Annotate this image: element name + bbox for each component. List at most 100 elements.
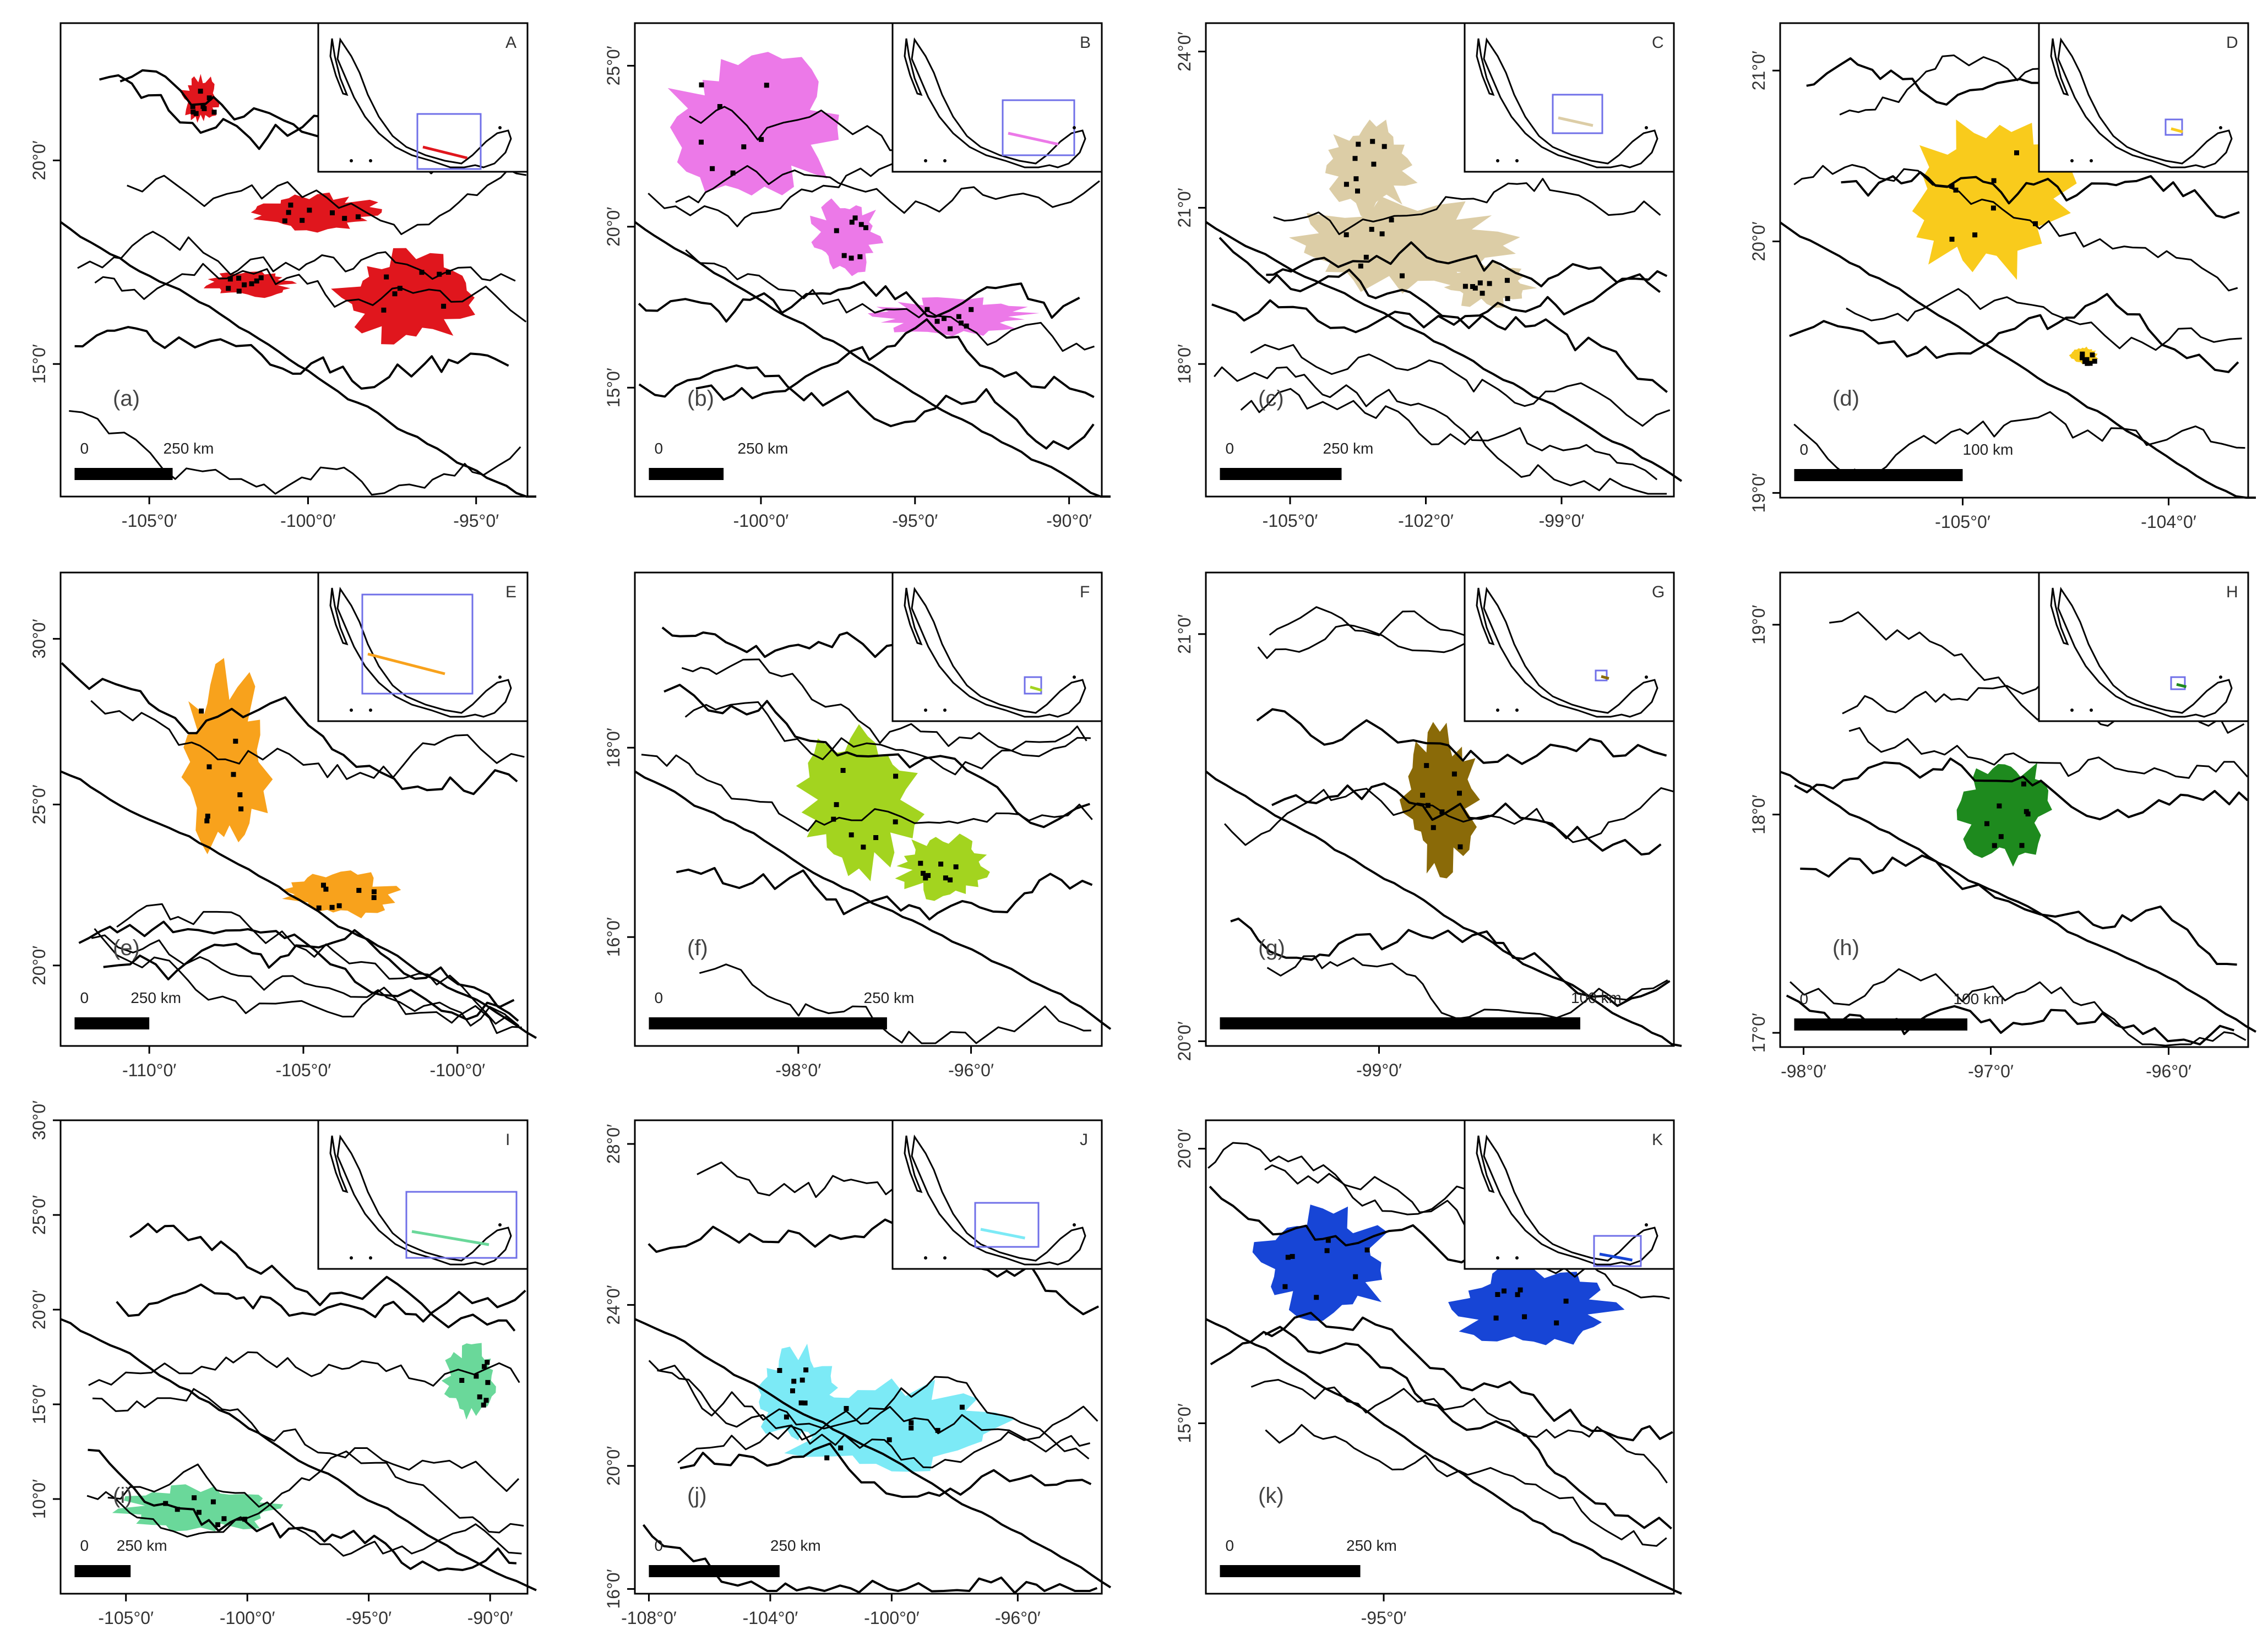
occurrence-point xyxy=(1420,793,1426,798)
occurrence-point xyxy=(211,110,217,115)
inset-letter: E xyxy=(505,583,516,601)
occurrence-point xyxy=(1992,843,1997,848)
boundary-line xyxy=(91,934,514,1027)
x-tick-label: -100°0′ xyxy=(733,511,789,531)
x-tick-label: -95°0′ xyxy=(453,511,499,531)
occurrence-point xyxy=(840,768,846,773)
y-tick-label: 20°0′ xyxy=(29,140,49,180)
occurrence-point xyxy=(1389,217,1394,222)
inset-map: E xyxy=(317,571,529,722)
species-range xyxy=(1956,762,2052,867)
island-dot xyxy=(350,708,353,712)
y-tick-label: 20°0′ xyxy=(1174,1129,1194,1169)
inset-extent-box xyxy=(405,1191,518,1259)
occurrence-point xyxy=(710,166,715,171)
inset-frame xyxy=(1464,22,1675,173)
occurrence-point xyxy=(381,307,387,313)
occurrence-point xyxy=(834,228,839,233)
map-panel-e: E (e) 0 250 km -110°0′ -105°0′ -100°0′ 30°0′ 25°… xyxy=(29,571,537,1080)
inset-letter: G xyxy=(1652,583,1665,601)
island-dot xyxy=(498,1223,502,1227)
occurrence-point xyxy=(799,1377,805,1383)
species-range xyxy=(331,248,475,345)
scale-bar xyxy=(1794,469,1963,481)
occurrence-point xyxy=(1997,803,2002,809)
coastline xyxy=(60,1318,537,1592)
boundary-line xyxy=(695,318,1095,401)
scale-bar xyxy=(1220,1017,1580,1029)
boundary-line xyxy=(78,920,515,1021)
x-tick-label: -97°0′ xyxy=(1968,1061,2014,1081)
mexico-outline xyxy=(904,586,1086,718)
mexico-outline xyxy=(329,586,512,718)
boundary-line xyxy=(1848,727,2248,779)
boundary-line xyxy=(116,903,520,1027)
panel-label: (j) xyxy=(687,1484,707,1508)
occurrence-point xyxy=(969,307,974,312)
island-dot xyxy=(1073,675,1076,679)
inset-letter: C xyxy=(1652,34,1664,52)
occurrence-point xyxy=(844,1406,849,1411)
y-tick-label: 10°0′ xyxy=(29,1479,49,1519)
island-dot xyxy=(1073,1223,1076,1227)
scale-bar xyxy=(74,1565,131,1577)
y-tick-label: 20°0′ xyxy=(1749,221,1769,261)
species-range xyxy=(1252,1204,1388,1321)
occurrence-point xyxy=(238,806,244,811)
occurrence-point xyxy=(923,875,928,881)
boundary-line xyxy=(1271,782,1662,856)
boundary-line xyxy=(642,1524,1098,1594)
species-range xyxy=(1325,119,1418,217)
y-tick-label: 21°0′ xyxy=(1174,614,1194,654)
occurrence-point xyxy=(2087,361,2093,366)
inset-map: I xyxy=(317,1119,529,1270)
panel-label: (h) xyxy=(1832,936,1859,960)
occurrence-point xyxy=(1352,156,1358,161)
occurrence-point xyxy=(1990,205,1996,211)
boundary-line xyxy=(657,1369,1090,1453)
occurrence-point xyxy=(199,708,204,714)
y-tick-label: 15°0′ xyxy=(1174,1403,1194,1443)
occurrence-point xyxy=(236,288,242,294)
map-frame xyxy=(634,571,1103,1047)
occurrence-point xyxy=(323,886,329,892)
inset-range xyxy=(1601,675,1609,680)
scale-bar xyxy=(649,1017,887,1029)
island-dot xyxy=(943,1256,947,1260)
mexico-outline xyxy=(329,1134,512,1266)
inset-map: G xyxy=(1464,571,1675,722)
boundary-line xyxy=(1223,787,1674,846)
occurrence-point xyxy=(190,104,195,109)
occurrence-point xyxy=(2021,781,2026,787)
occurrence-point xyxy=(909,1425,914,1431)
occurrence-point xyxy=(777,1368,782,1373)
boundary-line xyxy=(638,281,1080,323)
x-tick-label: -105°0′ xyxy=(276,1060,331,1080)
inset-map: A xyxy=(317,22,529,173)
occurrence-point xyxy=(215,1522,221,1528)
island-dot xyxy=(924,159,927,162)
map-frame xyxy=(1779,571,2249,1048)
y-tick-label: 24°0′ xyxy=(603,1285,623,1325)
occurrence-point xyxy=(193,111,199,116)
occurrence-point xyxy=(206,95,212,101)
boundary-line xyxy=(88,1448,517,1572)
island-dot xyxy=(924,1256,927,1260)
inset-frame xyxy=(1464,1119,1675,1270)
scale-bar xyxy=(1220,1565,1361,1577)
occurrence-point xyxy=(764,83,769,88)
occurrence-point xyxy=(1355,188,1360,194)
occurrence-point xyxy=(329,904,335,910)
occurrence-point xyxy=(204,818,210,824)
scale-bar xyxy=(649,1565,780,1577)
inset-frame xyxy=(2038,571,2249,722)
scale-bar-label: 250 km xyxy=(770,1537,821,1554)
occurrence-point xyxy=(233,738,238,744)
species-range xyxy=(441,1343,496,1420)
boundary-line xyxy=(1264,1326,1672,1530)
inset-map: F xyxy=(891,571,1103,722)
occurrence-point xyxy=(1325,1238,1331,1243)
occurrence-point xyxy=(699,82,704,88)
occurrence-point xyxy=(196,1509,202,1515)
occurrence-point xyxy=(300,217,305,223)
